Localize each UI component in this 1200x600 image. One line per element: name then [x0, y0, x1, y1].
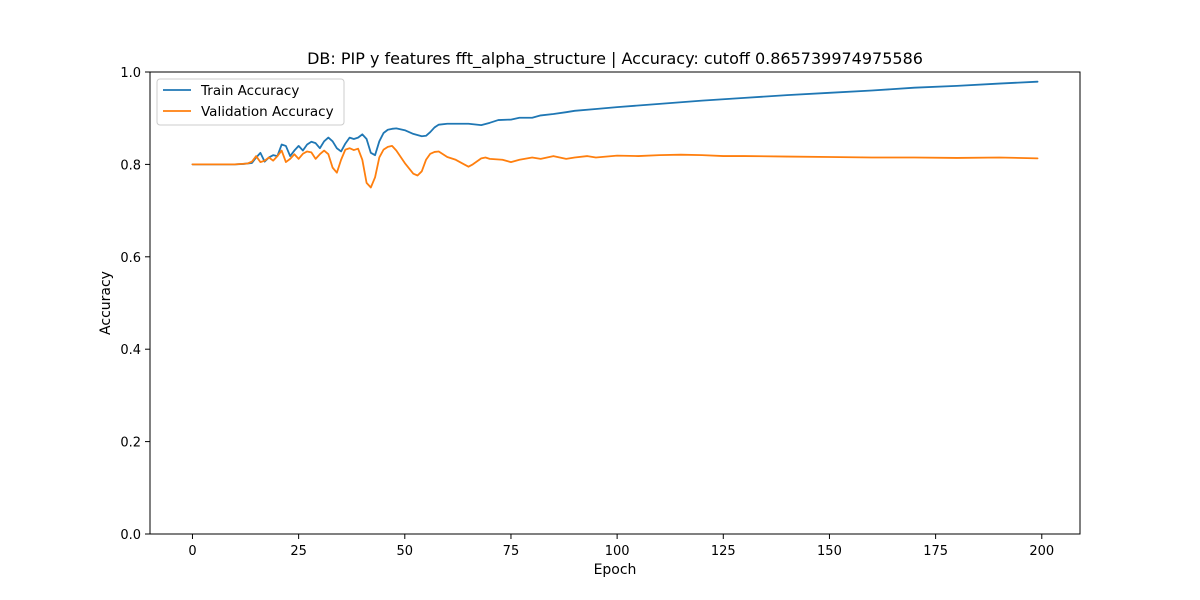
- y-tick-label: 0.2: [120, 436, 141, 451]
- plot-area: [149, 71, 1081, 535]
- legend-box: [156, 78, 345, 126]
- legend-label-train-accuracy: Train Accuracy: [200, 83, 299, 99]
- plot-frame: [149, 71, 1081, 535]
- x-tick-label: 125: [711, 544, 736, 559]
- series-line-validation-accuracy: [191, 145, 1039, 189]
- y-tick-label: 0.4: [120, 343, 141, 358]
- chart-title: DB: PIP y features fft_alpha_structure |…: [307, 49, 923, 69]
- y-axis-ticks: 0.0 0.2 0.4 0.6 0.8 1.0: [120, 66, 150, 543]
- y-tick-label: 1.0: [120, 66, 141, 81]
- x-tick-label: 200: [1029, 544, 1054, 559]
- x-axis-ticks: 0 25 50 75 100 125 150 175 200: [188, 534, 1054, 559]
- legend: Train Accuracy Validation Accuracy: [156, 78, 345, 126]
- x-tick-label: 75: [503, 544, 520, 559]
- x-tick-label: 0: [188, 544, 196, 559]
- x-tick-label: 100: [605, 544, 630, 559]
- series-group: [191, 80, 1039, 189]
- y-tick-label: 0.6: [120, 251, 141, 266]
- legend-label-validation-accuracy: Validation Accuracy: [201, 104, 334, 120]
- x-tick-label: 150: [817, 544, 842, 559]
- x-axis-label: Epoch: [594, 562, 637, 578]
- x-tick-label: 175: [923, 544, 948, 559]
- series-line-train-accuracy: [191, 80, 1039, 166]
- x-tick-label: 25: [290, 544, 307, 559]
- x-tick-label: 50: [397, 544, 414, 559]
- y-tick-label: 0.8: [120, 158, 141, 173]
- y-axis-label: Accuracy: [98, 271, 114, 335]
- y-tick-label: 0.0: [120, 528, 141, 543]
